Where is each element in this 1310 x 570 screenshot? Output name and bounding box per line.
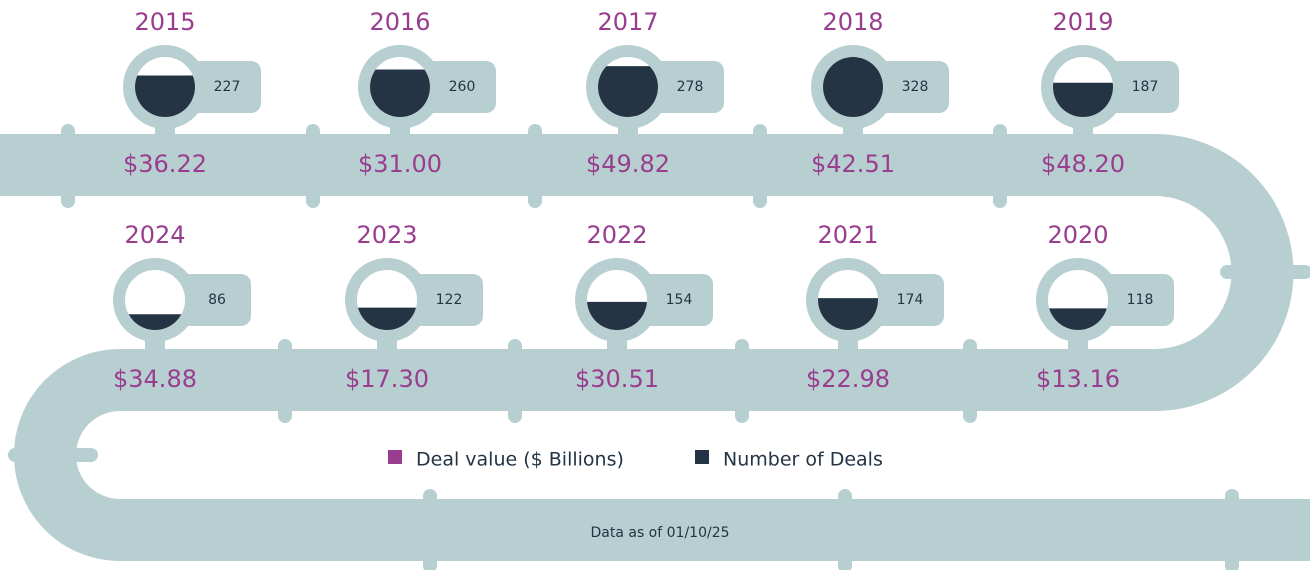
legend-swatch xyxy=(695,450,709,464)
deal-count: 86 xyxy=(208,292,226,308)
deal-value: $13.16 xyxy=(1036,365,1120,393)
deal-count: 187 xyxy=(1132,79,1159,95)
road-nub xyxy=(8,448,98,462)
deal-count: 154 xyxy=(666,292,693,308)
deal-value: $49.82 xyxy=(586,150,670,178)
deal-fill xyxy=(358,307,416,330)
road-nub xyxy=(508,339,522,423)
year-label: 2022 xyxy=(586,221,647,249)
year-label: 2024 xyxy=(124,221,185,249)
legend-label: Number of Deals xyxy=(723,449,883,471)
deal-count: 174 xyxy=(897,292,924,308)
road xyxy=(0,134,1310,561)
deal-fill xyxy=(818,298,878,330)
deal-value: $36.22 xyxy=(123,150,207,178)
year-label: 2021 xyxy=(817,221,878,249)
deal-count: 278 xyxy=(677,79,704,95)
road-nub xyxy=(278,339,292,423)
road-nub xyxy=(61,124,75,208)
legend-label: Deal value ($ Billions) xyxy=(416,449,624,471)
road-path xyxy=(0,134,1310,561)
deal-value: $31.00 xyxy=(358,150,442,178)
road-nub xyxy=(528,124,542,208)
road-nub xyxy=(963,339,977,423)
deal-count: 118 xyxy=(1127,292,1154,308)
road-nub xyxy=(1225,489,1239,570)
road-nub xyxy=(423,489,437,570)
year-label: 2018 xyxy=(822,8,883,36)
deal-fill xyxy=(128,314,182,330)
year-label: 2016 xyxy=(369,8,430,36)
year-label: 2019 xyxy=(1052,8,1113,36)
deal-count: 227 xyxy=(214,79,241,95)
deal-value: $34.88 xyxy=(113,365,197,393)
deal-value: $22.98 xyxy=(806,365,890,393)
deal-fill xyxy=(135,75,195,117)
year-label: 2017 xyxy=(597,8,658,36)
road-nub xyxy=(1220,265,1310,279)
road-nubs xyxy=(8,124,1310,570)
year-label: 2020 xyxy=(1047,221,1108,249)
deal-count: 260 xyxy=(449,79,476,95)
deal-value: $30.51 xyxy=(575,365,659,393)
road-nub xyxy=(993,124,1007,208)
deal-value: $42.51 xyxy=(811,150,895,178)
road-nub xyxy=(306,124,320,208)
legend-swatch xyxy=(388,450,402,464)
deal-fill xyxy=(1049,308,1107,330)
deal-value: $17.30 xyxy=(345,365,429,393)
road-nub xyxy=(838,489,852,570)
deal-value: $48.20 xyxy=(1041,150,1125,178)
deal-fill xyxy=(587,301,647,330)
note: Data as of 01/10/25 xyxy=(590,525,729,541)
road-nub xyxy=(735,339,749,423)
road-nub xyxy=(753,124,767,208)
deal-fill xyxy=(598,66,658,117)
deal-count: 328 xyxy=(902,79,929,95)
deal-count: 122 xyxy=(436,292,463,308)
year-label: 2023 xyxy=(356,221,417,249)
deal-fill xyxy=(370,69,430,117)
year-label: 2015 xyxy=(134,8,195,36)
deal-fill xyxy=(823,57,883,117)
deal-fill xyxy=(1053,82,1113,117)
